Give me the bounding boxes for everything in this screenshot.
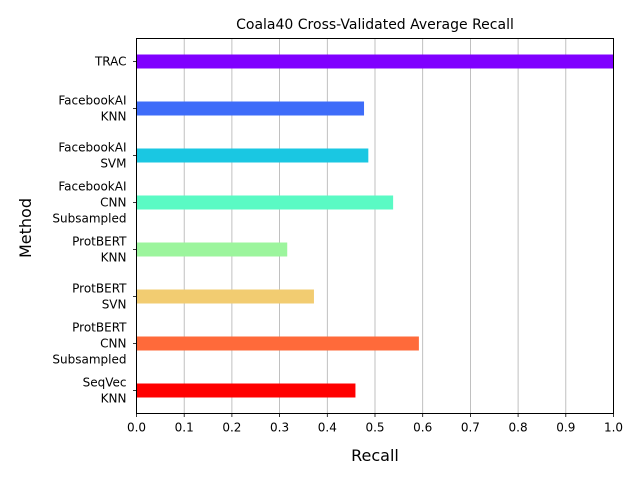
bar	[136, 289, 314, 304]
x-tick-label: 0.9	[556, 421, 575, 435]
x-tick-label: 0.6	[413, 421, 432, 435]
y-tick-label: FacebookAI	[58, 141, 126, 155]
y-tick-label: CNN	[100, 337, 126, 351]
y-tick-label: Subsampled	[52, 212, 126, 226]
y-axis-label: Method	[16, 198, 35, 258]
x-tick-label: 0.5	[365, 421, 384, 435]
y-tick-label: FacebookAI	[58, 180, 126, 194]
y-tick-label: KNN	[101, 251, 127, 265]
bar	[136, 383, 356, 398]
bar	[136, 195, 394, 210]
bar	[136, 336, 419, 351]
y-tick-label: Subsampled	[52, 353, 126, 367]
x-tick-label: 0.3	[270, 421, 289, 435]
y-tick-label: SeqVec	[83, 376, 127, 390]
x-tick-label: 0.4	[318, 421, 337, 435]
y-tick-label: ProtBERT	[72, 282, 127, 296]
y-tick-label: CNN	[100, 196, 126, 210]
y-tick-label: TRAC	[94, 55, 127, 69]
x-axis-ticks: 0.0 0.1 0.2 0.3 0.4 0.5 0.6 0.7 0.8 0.9 1.0	[127, 413, 623, 435]
grid-lines	[136, 38, 614, 414]
y-tick-label: FacebookAI	[58, 94, 126, 108]
x-tick-label: 0.8	[509, 421, 528, 435]
bar	[136, 54, 614, 69]
bar	[136, 148, 369, 163]
y-tick-label: KNN	[101, 110, 127, 124]
bar	[136, 101, 365, 116]
x-tick-label: 0.7	[461, 421, 480, 435]
bar	[136, 242, 288, 257]
bars	[136, 54, 614, 398]
x-tick-label: 0.0	[127, 421, 146, 435]
y-tick-label: ProtBERT	[72, 235, 127, 249]
y-tick-label: SVM	[100, 157, 126, 171]
y-tick-label: ProtBERT	[72, 321, 127, 335]
x-tick-label: 0.2	[222, 421, 241, 435]
x-axis-label: Recall	[351, 446, 399, 465]
x-tick-label: 1.0	[604, 421, 623, 435]
chart-title: Coala40 Cross-Validated Average Recall	[236, 17, 514, 33]
y-axis-ticks: TRAC FacebookAI KNN FacebookAI SVM FacebookAI…	[52, 55, 137, 406]
y-tick-label: SVN	[102, 298, 127, 312]
x-tick-label: 0.1	[175, 421, 194, 435]
y-tick-label: KNN	[101, 392, 127, 406]
